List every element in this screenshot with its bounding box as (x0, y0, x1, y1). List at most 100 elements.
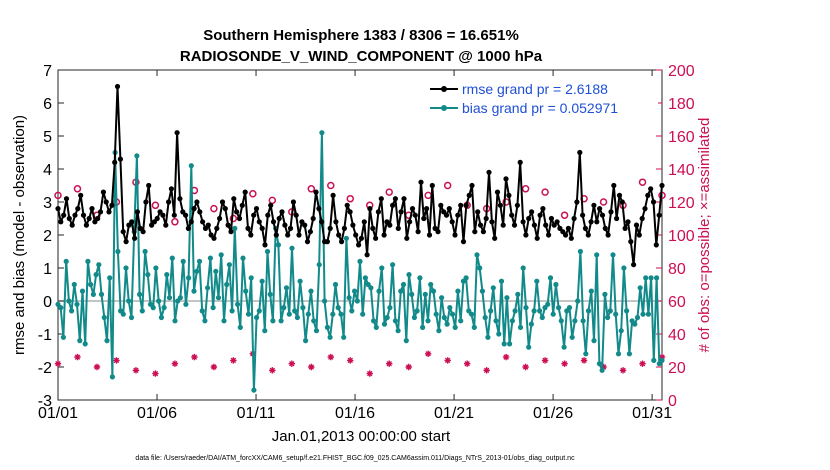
count-assimilated-marker (463, 360, 471, 367)
bias-point (379, 265, 385, 271)
rmse-point (526, 215, 532, 222)
bias-point (120, 311, 126, 317)
rmse-point (568, 235, 574, 241)
rmse-point (571, 215, 577, 222)
bias-point (577, 248, 584, 255)
bias-point (512, 308, 518, 314)
bias-point (74, 301, 80, 307)
bias-point (572, 318, 578, 324)
rmse-point (648, 186, 654, 192)
bias-point (479, 288, 485, 294)
rmse-point (404, 235, 410, 241)
rmse-point (597, 206, 603, 212)
bias-point (471, 324, 477, 330)
bias-point (357, 258, 363, 264)
bias-point (235, 301, 241, 307)
count-assimilated-markers (54, 350, 666, 377)
rmse-point (622, 225, 628, 231)
bias-point (166, 295, 173, 301)
rmse-point (143, 199, 149, 205)
bias-point (150, 305, 156, 311)
rmse-point (367, 206, 373, 212)
rmse-point (117, 156, 123, 162)
rmse-point (446, 206, 452, 212)
bias-point (77, 338, 83, 344)
bias-point (137, 291, 143, 297)
bias-point (66, 298, 72, 304)
x-axis-label: Jan.01,2013 00:00:00 start (272, 428, 451, 445)
bias-point (561, 344, 567, 350)
rmse-point (174, 130, 180, 136)
rmse-point (582, 225, 589, 231)
rmse-point (58, 219, 64, 225)
bias-point (71, 281, 77, 288)
rmse-point (656, 212, 662, 218)
rmse-point (469, 182, 475, 189)
bias-point (610, 252, 616, 258)
bias-point (123, 265, 129, 271)
rmse-point (256, 219, 262, 225)
count-assimilated-marker (74, 353, 81, 361)
count-assimilated-marker (210, 363, 218, 371)
bias-point (243, 288, 249, 294)
rmse-point (554, 219, 560, 225)
x-tick-label: 01/31 (632, 405, 672, 422)
rmse-point (55, 206, 61, 212)
bias-point (626, 351, 633, 357)
bias-point (60, 334, 66, 340)
rmse-point (129, 219, 135, 225)
rmse-point (534, 235, 540, 241)
count-assimilated-marker (522, 363, 529, 371)
bias-point (248, 275, 254, 281)
bias-point (210, 305, 216, 311)
rmse-point (580, 212, 586, 218)
bias-point (215, 295, 222, 301)
rmse-point (628, 239, 634, 245)
rmse-point (234, 209, 240, 215)
bias-point (444, 321, 450, 327)
bias-point (515, 291, 521, 297)
bias-point (509, 318, 515, 324)
rmse-point (625, 219, 631, 225)
y-left-tick-label: -1 (38, 327, 52, 344)
bias-point (251, 387, 257, 393)
rmse-point (506, 192, 512, 198)
rmse-point (183, 212, 189, 218)
bias-point (322, 298, 328, 304)
bias-point (575, 298, 581, 304)
rmse-point (197, 209, 203, 215)
bias-point (156, 298, 162, 304)
rmse-point (659, 182, 665, 189)
bias-point (637, 285, 643, 291)
y-left-tick-label: 5 (43, 129, 52, 146)
rmse-point (523, 232, 529, 238)
count-assimilated-marker (191, 353, 198, 361)
bias-point (362, 275, 368, 281)
bias-point (142, 248, 148, 255)
bias-point (177, 295, 183, 301)
rmse-point (72, 212, 78, 218)
count-assimilated-marker (619, 367, 627, 374)
bias-point (441, 314, 447, 321)
bias-point (275, 242, 281, 248)
rmse-point (265, 212, 271, 218)
y-axis-right-label: # of obs: o=possible; ×=assimilated (696, 118, 713, 353)
rmse-point (531, 222, 538, 228)
rmse-point (591, 202, 597, 208)
y-left-tick-label: 0 (43, 294, 52, 311)
bias-point (618, 328, 624, 334)
rmse-point (421, 215, 427, 222)
plot-area (57, 69, 663, 401)
bias-point (226, 262, 232, 268)
rmse-point (160, 212, 166, 218)
rmse-point (310, 215, 316, 222)
bias-point (458, 318, 464, 324)
rmse-point (602, 225, 608, 231)
bias-point (422, 291, 428, 297)
count-possible-marker (521, 185, 530, 193)
bias-point (566, 305, 573, 311)
rmse-point (361, 219, 367, 225)
rmse-point (78, 192, 84, 198)
bias-point (354, 298, 360, 304)
bias-point (300, 305, 306, 311)
